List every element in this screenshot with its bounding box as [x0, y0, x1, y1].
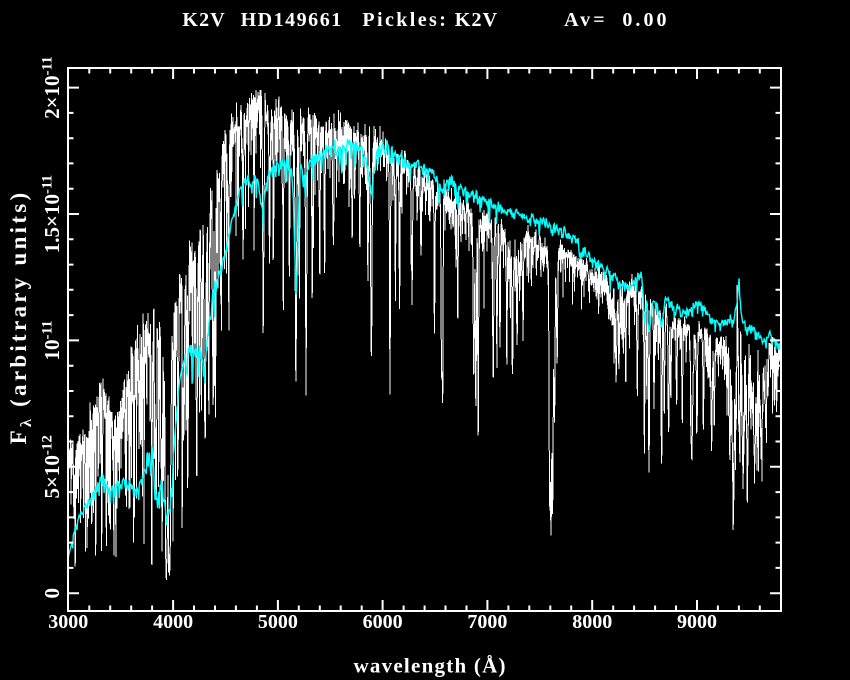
svg-text:8000: 8000 — [572, 611, 612, 633]
svg-text:9000: 9000 — [677, 611, 717, 633]
svg-text:5000: 5000 — [258, 611, 298, 633]
svg-text:K2V: K2V — [455, 9, 498, 31]
svg-text:7000: 7000 — [467, 611, 507, 633]
svg-text:3000: 3000 — [48, 611, 88, 633]
svg-text:0.00: 0.00 — [622, 9, 666, 31]
svg-text:4000: 4000 — [153, 611, 193, 633]
svg-text:K2V: K2V — [182, 9, 225, 31]
svg-text:0: 0 — [40, 588, 64, 599]
svg-text:Av=: Av= — [564, 9, 605, 31]
svg-text:HD149661: HD149661 — [241, 9, 342, 31]
svg-text:5×10-12: 5×10-12 — [40, 435, 65, 498]
svg-text:wavelength (Å): wavelength (Å) — [354, 654, 506, 678]
svg-text:6000: 6000 — [363, 611, 403, 633]
